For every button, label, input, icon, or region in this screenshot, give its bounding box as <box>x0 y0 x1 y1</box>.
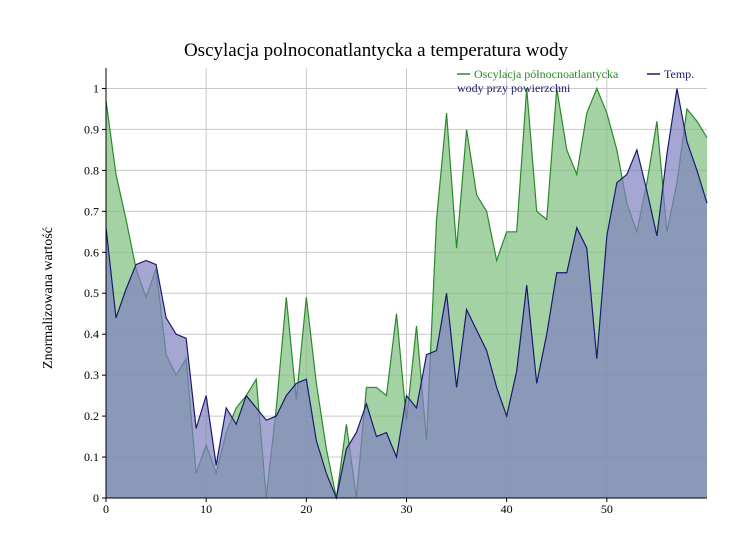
y-tick-label: 0.4 <box>84 327 99 341</box>
legend: Oscylacja północnoatlantycka Temp. wody … <box>457 67 694 95</box>
y-tick-label: 0.9 <box>84 122 99 136</box>
y-tick-label: 0.5 <box>84 286 99 300</box>
y-tick-label: 0.1 <box>84 450 99 464</box>
series-line-1 <box>105 88 708 501</box>
x-tick-label: 20 <box>300 502 312 516</box>
y-tick-label: 0.6 <box>84 245 99 259</box>
y-tick-label: 0.2 <box>84 409 99 423</box>
legend-label-nao: Oscylacja północnoatlantycka <box>474 67 619 81</box>
y-tick-label: 0 <box>93 491 99 505</box>
x-tick-label: 0 <box>103 502 109 516</box>
area-fill-1 <box>106 88 707 498</box>
legend-label-sst-line2: wody przy powierzchni <box>457 81 571 95</box>
x-tick-label: 50 <box>601 502 613 516</box>
y-tick-label: 0.3 <box>84 368 99 382</box>
chart-title: Oscylacja polnoconatlantycka a temperatu… <box>184 40 569 61</box>
x-tick-label: 10 <box>200 502 212 516</box>
y-tick-label: 0.8 <box>84 163 99 177</box>
x-tick-label: 40 <box>501 502 513 516</box>
legend-label-sst-line1: Temp. <box>664 67 694 81</box>
area-series <box>105 86 708 501</box>
x-tick-label: 30 <box>401 502 413 516</box>
y-tick-label: 0.7 <box>84 204 99 218</box>
axes: 0 10 20 30 40 50 0 0.1 0.2 0.3 0.4 0.5 0.6 0.7 0.8 0.9 1 <box>84 68 707 516</box>
y-axis-label: Znormalizowana wartość <box>41 227 56 369</box>
y-tick-label: 1 <box>93 81 99 95</box>
